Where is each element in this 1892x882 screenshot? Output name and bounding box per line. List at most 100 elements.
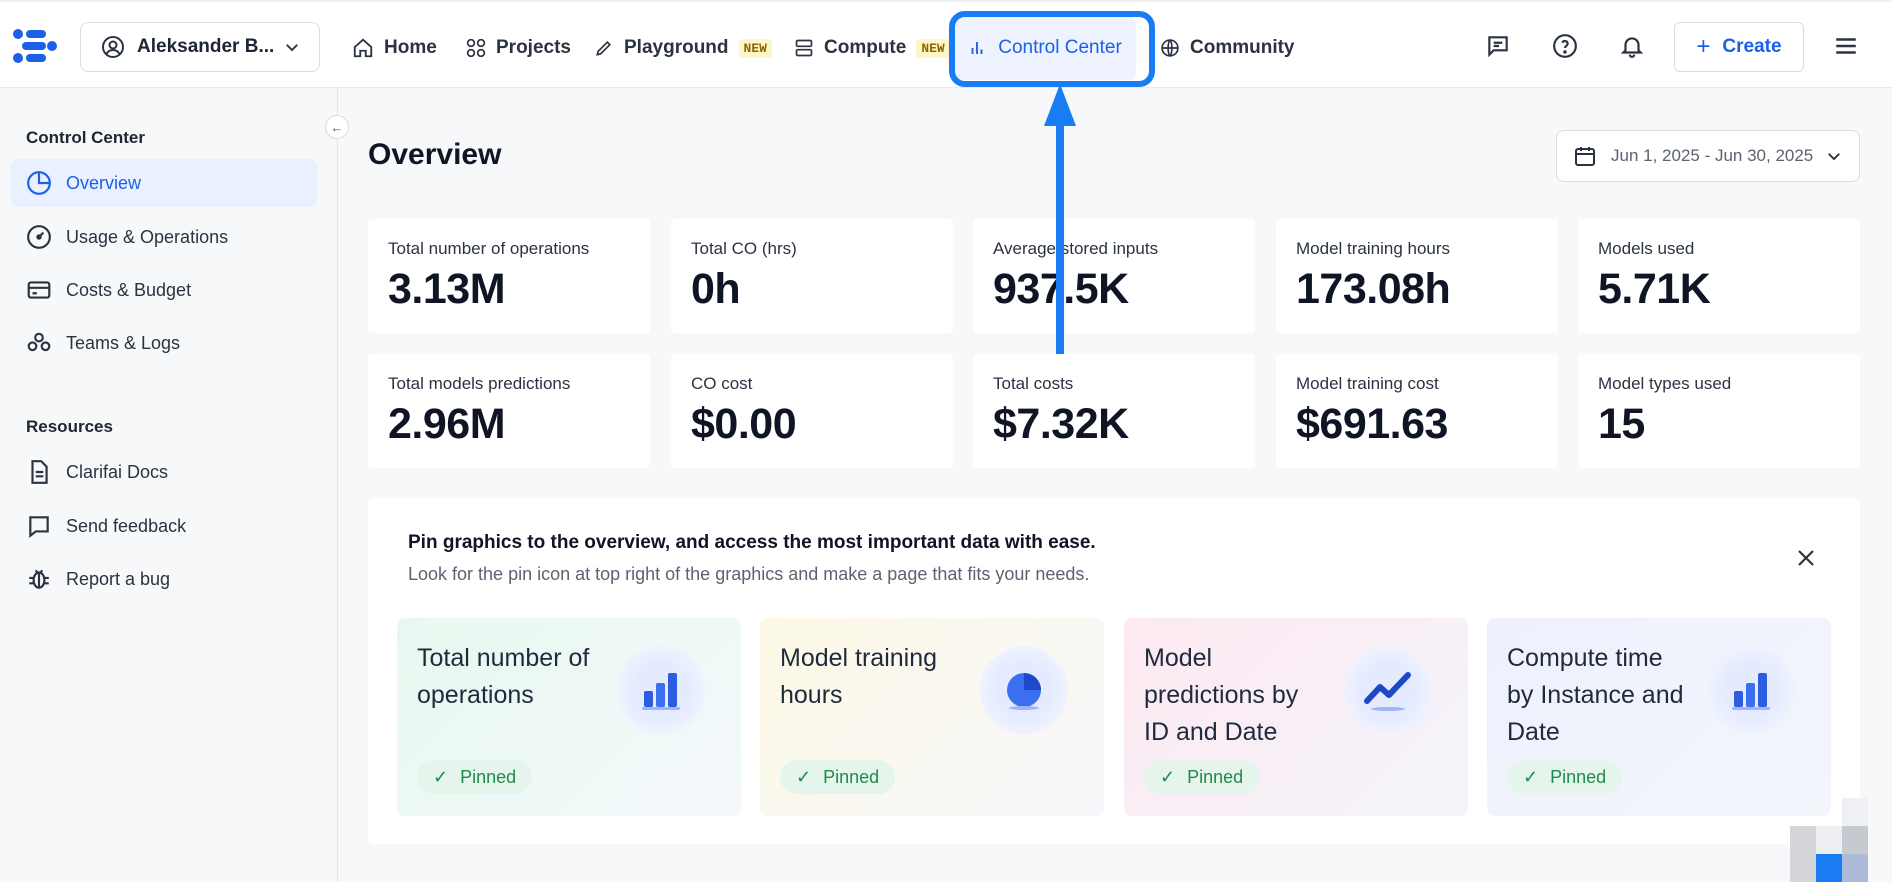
pin-card-title: Total number of operations [417, 644, 590, 709]
pin-card[interactable]: Model predictions by ID and Date ✓ Pinned [1124, 618, 1468, 816]
pin-card-title: Model predictions by ID and Date [1144, 644, 1299, 746]
gauge-icon [27, 225, 51, 249]
clarifai-logo-icon[interactable] [12, 26, 58, 66]
sidebar-item-label: Usage & Operations [66, 226, 229, 247]
nav-community-label: Community [1190, 37, 1295, 58]
new-badge: NEW [738, 38, 772, 58]
stat-card: Total number of operations 3.13M [368, 219, 650, 333]
home-icon [353, 38, 373, 58]
sidebar-item-usage[interactable]: Usage & Operations [10, 213, 318, 261]
pie-chart-3d-icon [980, 646, 1068, 734]
close-icon[interactable] [1794, 546, 1818, 570]
top-bar: Aleksander B... Home Projects Playground… [0, 0, 1892, 88]
pinned-badge: ✓ Pinned [1507, 760, 1623, 794]
server-icon [795, 39, 813, 57]
sidebar-item-docs[interactable]: Clarifai Docs [10, 448, 318, 496]
user-avatar-icon [102, 36, 124, 58]
help-button[interactable] [1547, 28, 1583, 64]
pinned-label: Pinned [460, 766, 517, 787]
pinned-label: Pinned [1187, 766, 1244, 787]
nav-compute-label: Compute [824, 37, 907, 58]
sidebar-item-label: Send feedback [66, 515, 187, 536]
chevron-down-icon [286, 44, 298, 52]
stat-card: Models used 5.71K [1578, 219, 1860, 333]
stat-card: CO cost $0.00 [671, 354, 953, 468]
pin-card[interactable]: Model training hours ✓ Pinned [760, 618, 1104, 816]
pin-panel-subtitle: Look for the pin icon at top right of th… [408, 564, 1090, 584]
new-badge: NEW [916, 38, 950, 58]
bell-icon [1620, 37, 1644, 58]
sidebar-item-teams[interactable]: Teams & Logs [10, 319, 318, 367]
nav-home-label: Home [384, 37, 437, 58]
stat-value: 3.13M [388, 265, 506, 313]
corner-overlay [1790, 798, 1868, 882]
sidebar-item-feedback[interactable]: Send feedback [10, 502, 318, 550]
date-range-value: Jun 1, 2025 - Jun 30, 2025 [1611, 146, 1814, 165]
pinned-label: Pinned [1550, 766, 1607, 787]
pin-card[interactable]: Compute time by Instance and Date ✓ Pinne… [1487, 618, 1831, 816]
credit-card-icon [27, 281, 51, 299]
check-icon: ✓ [796, 766, 812, 787]
check-icon: ✓ [1523, 766, 1539, 787]
account-switcher[interactable]: Aleksander B... [80, 22, 320, 72]
stat-card: Average stored inputs937.5K [973, 219, 1255, 333]
stat-value: 5.71K [1598, 265, 1711, 313]
create-label: Create [1722, 36, 1782, 57]
sidebar-item-label: Clarifai Docs [66, 461, 169, 482]
bar-chart-icon [971, 42, 983, 54]
stat-label: CO cost [691, 374, 753, 393]
nav-projects[interactable]: Projects [466, 24, 571, 72]
pinned-badge: ✓ Pinned [417, 760, 533, 794]
team-icon [27, 332, 51, 352]
sidebar-item-label: Teams & Logs [66, 332, 181, 353]
sidebar-item-label: Report a bug [66, 568, 171, 589]
pinned-badge: ✓ Pinned [780, 760, 896, 794]
sidebar [0, 88, 338, 882]
stat-card: Model types used 15 [1578, 354, 1860, 468]
sidebar-section-title: Resources [26, 417, 113, 436]
pinned-label: Pinned [823, 766, 880, 787]
stat-label: Total models predictions [388, 374, 571, 393]
stat-label: Total CO (hrs) [691, 239, 797, 258]
stat-value: $0.00 [691, 400, 797, 448]
pin-graphics-panel: Pin graphics to the overview, and access… [368, 498, 1860, 844]
pencil-icon [596, 40, 612, 56]
stat-card: Total costs $7.32K [973, 354, 1255, 468]
menu-button[interactable] [1828, 28, 1864, 64]
check-icon: ✓ [433, 766, 449, 787]
create-button[interactable]: + Create [1674, 22, 1804, 72]
bug-icon [29, 569, 49, 589]
globe-icon [1161, 39, 1179, 57]
nav-community[interactable]: Community [1160, 24, 1295, 72]
bar-chart-3d-icon [617, 646, 705, 734]
stat-label: Model types used [1598, 374, 1732, 393]
sidebar-item-costs[interactable]: Costs & Budget [10, 266, 318, 314]
messages-button[interactable] [1480, 28, 1516, 64]
stat-value: 15 [1598, 400, 1645, 448]
message-square-icon [1488, 36, 1508, 58]
notifications-button[interactable] [1614, 28, 1650, 64]
stat-label: Models used [1598, 239, 1695, 258]
nav-control-center[interactable]: Control Center [954, 16, 1136, 80]
date-range-picker[interactable]: Jun 1, 2025 - Jun 30, 2025 [1556, 130, 1860, 182]
nav-playground[interactable]: Playground NEW [594, 24, 772, 72]
sidebar-item-label: Overview [66, 172, 142, 193]
pin-card-title: Compute time by Instance and Date [1507, 644, 1684, 746]
stat-value: $691.63 [1296, 400, 1448, 448]
nav-compute[interactable]: Compute NEW [794, 24, 950, 72]
pin-card-title: Model training hours [780, 644, 938, 709]
sidebar-item-report-bug[interactable]: Report a bug [10, 555, 318, 603]
pin-card[interactable]: Total number of operations ✓ Pinned [397, 618, 741, 816]
collapse-sidebar-button[interactable]: ← [325, 115, 349, 139]
arrow-left-icon: ← [330, 119, 344, 135]
stat-card: Total models predictions 2.96M [368, 354, 650, 468]
plus-icon: + [1696, 33, 1711, 60]
sidebar-item-overview[interactable]: Overview [10, 159, 318, 207]
chat-bubble-icon [29, 516, 49, 539]
nav-projects-label: Projects [496, 37, 571, 58]
page-title: Overview [368, 138, 502, 171]
pinned-badge: ✓ Pinned [1144, 760, 1260, 794]
nav-home[interactable]: Home [352, 24, 437, 72]
sidebar-item-label: Costs & Budget [66, 279, 192, 300]
